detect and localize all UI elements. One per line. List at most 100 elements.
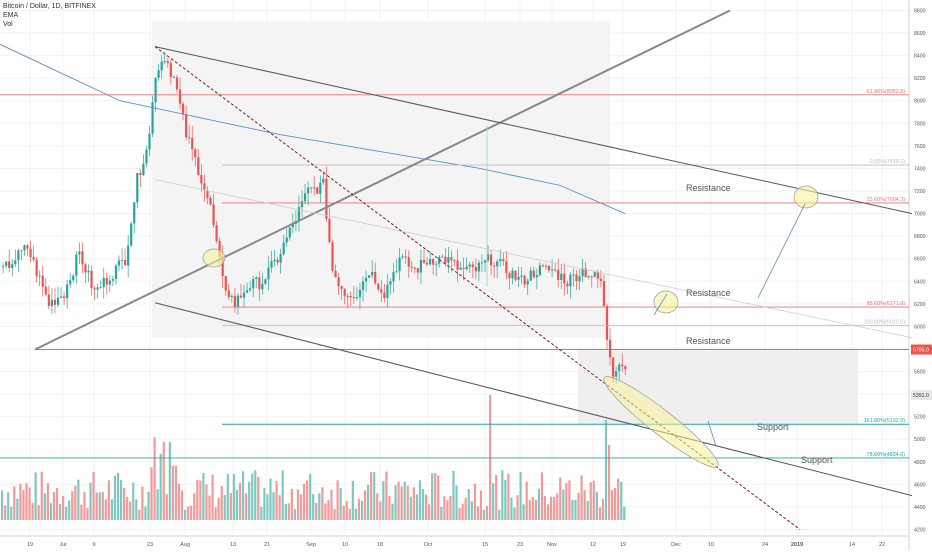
volume-bar [101,491,104,520]
candle-body [127,245,130,266]
candle-body [581,268,584,277]
volume-bar [592,480,595,520]
candle-body [374,271,377,284]
volume-bar [421,488,425,520]
volume-bar [180,490,184,520]
volume-bar [446,500,449,520]
candle-body [166,61,169,64]
candle-body [514,270,517,280]
upper-channel-line [154,46,913,215]
volume-bar [614,488,617,520]
time-tick-label: 13 [230,542,236,548]
candle-body [310,187,313,189]
candle-body [297,207,301,221]
volume-bar [598,507,601,520]
candle-body [145,149,148,164]
volume-bar [479,490,483,520]
volume-bar [431,473,434,520]
volume-bar [299,494,303,520]
volume-bar [296,489,300,520]
volume-bar [123,487,126,520]
projection-arrow [653,293,668,316]
volume-bar [263,487,266,520]
candle-body [526,280,529,285]
candle-body [523,275,526,285]
candle-body [383,292,386,299]
candle-body [395,271,398,273]
volume-bar [617,478,620,520]
volume-bar [607,445,611,520]
volume-bar [68,500,71,520]
price-tick-label: 8800 [914,8,926,14]
price-badge [911,390,932,401]
candle-body [316,187,319,194]
candle-body [172,77,175,79]
volume-bar [339,487,342,520]
candle-body [612,357,615,377]
candle-body [322,178,325,183]
candle-body [84,264,87,273]
volume-bar [199,480,202,520]
candle-body [371,271,374,276]
price-tick-label: 5200 [914,415,926,421]
candle-body [2,265,5,267]
volume-bar [31,502,34,520]
price-tick-label: 8600 [914,31,926,37]
volume-bar [40,471,43,520]
candle-body [517,276,520,280]
candle-body [389,281,392,285]
candle-body [188,137,191,139]
time-tick-label: Oct [424,542,433,548]
volume-bar [473,483,476,520]
volume-bar [546,504,550,520]
candle-body [23,245,26,251]
candle-body [136,172,139,203]
volume-bar [272,492,275,520]
candle-body [499,259,502,262]
volume-bar [357,498,361,520]
fib-level-label: 61.80%(8052.8) [867,89,906,95]
volume-bar [449,495,452,520]
candle-body [502,259,505,262]
candle-body [258,277,261,290]
volume-bar [415,494,418,520]
time-tick-label: Nov [547,542,557,548]
candle-body [224,275,227,291]
candle-body [380,289,383,293]
volume-bar [141,486,144,520]
candle-body [117,260,121,266]
candle-body [468,264,471,267]
candle-body [279,254,282,263]
time-tick-label: 12 [590,542,596,548]
candle-body [532,270,535,278]
highlight-circle [202,248,226,268]
price-tick-label: 5000 [914,437,926,443]
time-tick-label: Sep [306,542,316,548]
volume-bar [22,490,25,520]
candle-body [194,149,197,158]
price-tick-label: 7800 [914,121,926,127]
volume-bar [119,480,123,520]
candle-body [444,256,447,263]
candle-body [453,260,456,262]
volume-bar [470,501,473,520]
candle-body [20,250,23,252]
candle-body [398,257,401,272]
volume-bar [7,492,10,520]
candle-body [520,275,523,277]
volume-bar [229,493,232,520]
fib-level-label: 0.00%(7430.2) [870,159,906,165]
candle-body [124,260,127,266]
candle-body [459,267,462,270]
volume-bar [86,508,89,520]
highlight-circle [793,185,819,209]
projection-arrow [757,203,806,299]
candle-body [358,289,362,298]
candle-body [392,272,395,282]
volume-bar [437,475,440,520]
volume-bar [327,499,330,520]
volume-bar [394,485,397,520]
candle-body [175,77,179,90]
